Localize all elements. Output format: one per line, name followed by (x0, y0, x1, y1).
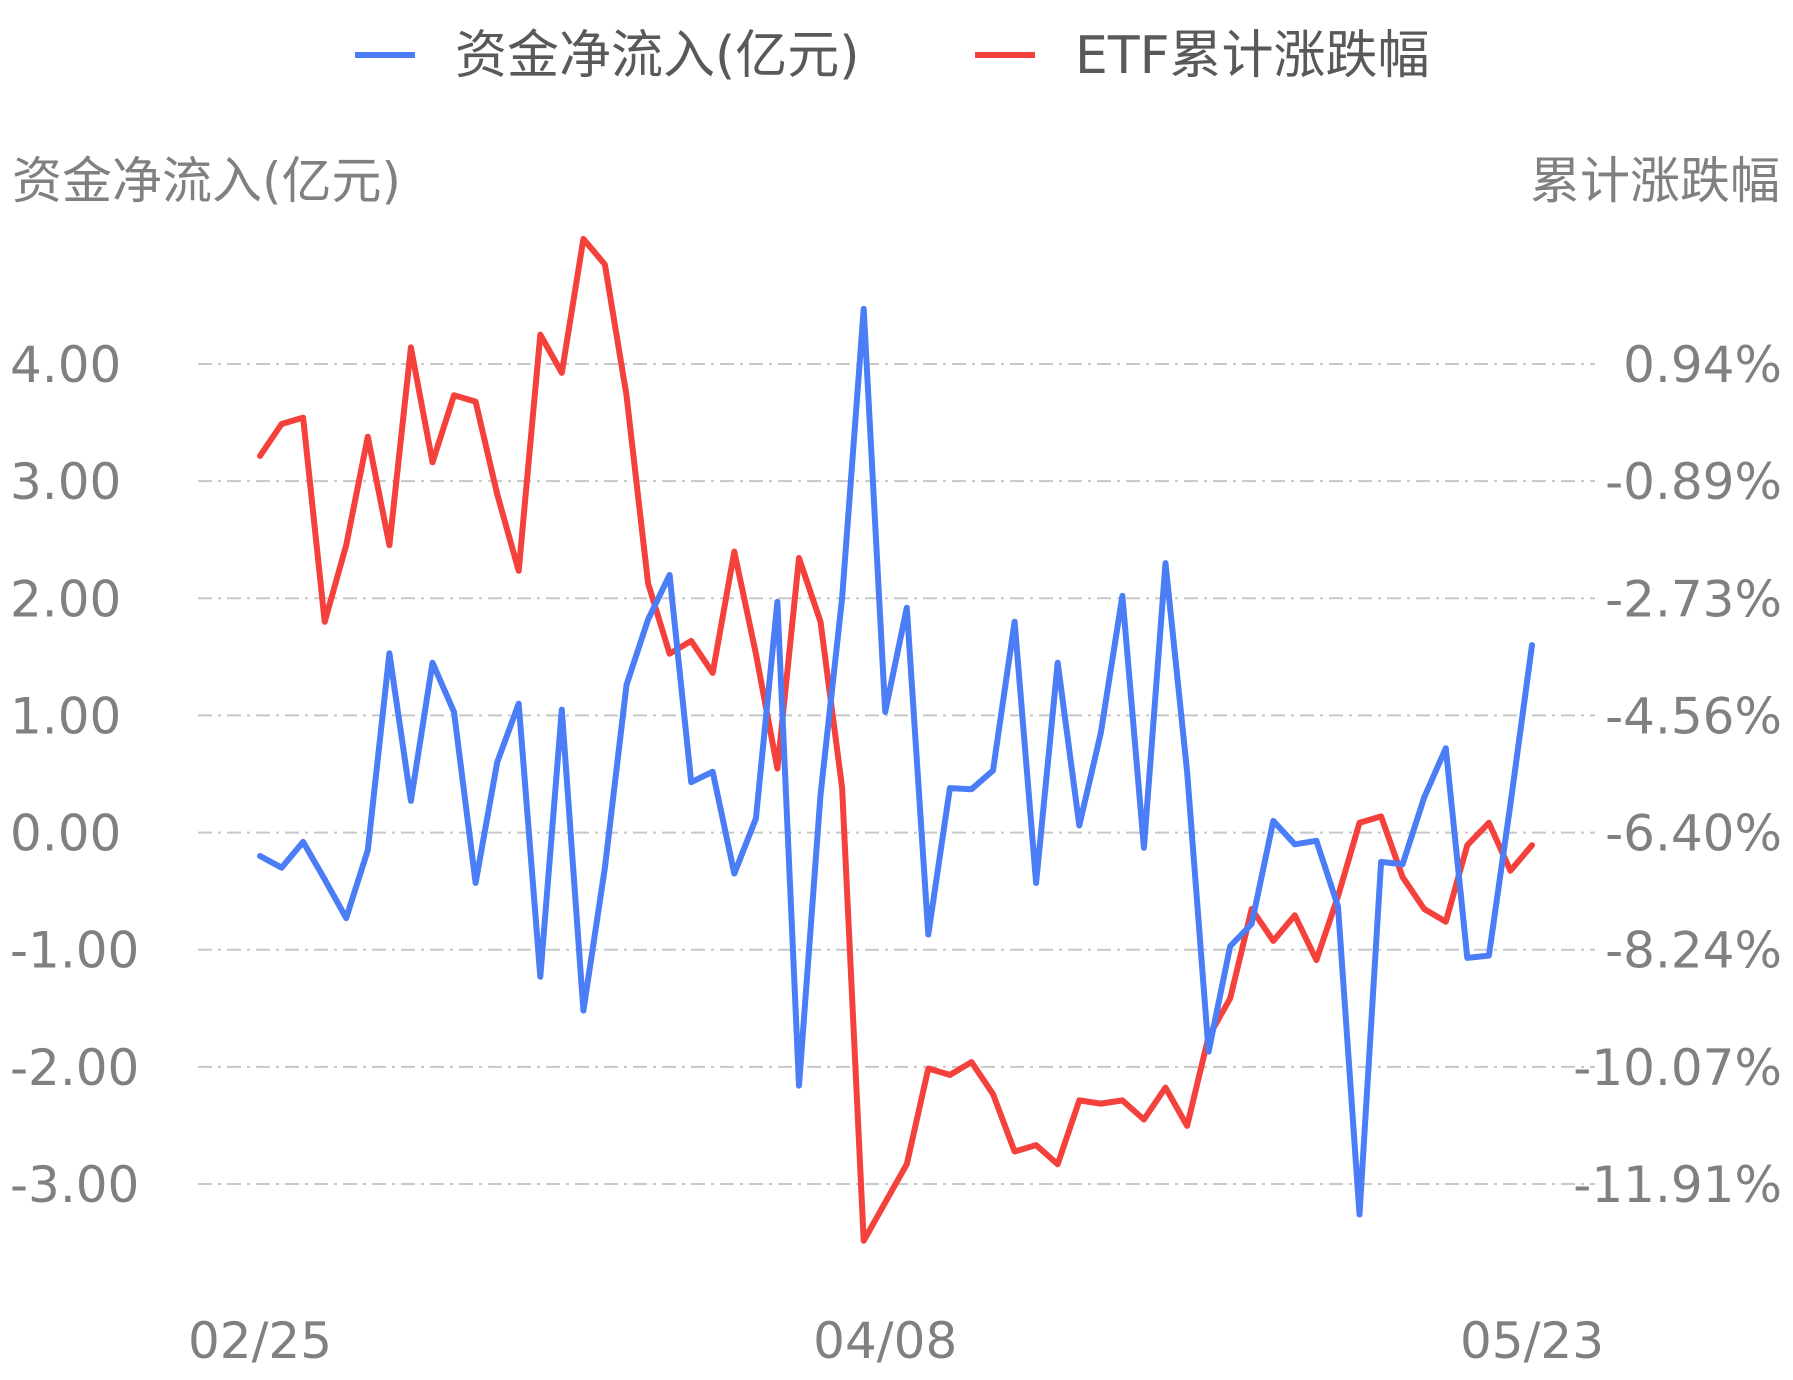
left-tick-label: -3.00 (10, 1156, 139, 1214)
left-tick-label: -1.00 (10, 922, 139, 980)
left-tick-label: 3.00 (10, 453, 121, 511)
right-tick-label: -2.73% (1605, 570, 1782, 628)
right-tick-label: -0.89% (1605, 453, 1782, 511)
x-axis-ticks: 02/25 04/08 05/23 (188, 1312, 1604, 1370)
right-tick-label: -8.24% (1605, 922, 1782, 980)
right-tick-label: 0.94% (1623, 336, 1782, 394)
legend-label-net-inflow: 资金净流入(亿元) (455, 26, 860, 86)
x-tick-label: 02/25 (188, 1312, 332, 1370)
right-axis-title: 累计涨跌幅 (1530, 152, 1780, 210)
left-axis-title: 资金净流入(亿元) (12, 152, 401, 210)
left-axis-ticks: 4.00 3.00 2.00 1.00 0.00 -1.00 -2.00 -3.00 (10, 336, 139, 1214)
left-tick-label: 1.00 (10, 687, 121, 745)
left-tick-label: -2.00 (10, 1039, 139, 1097)
series-line-net-inflow (257, 305, 1535, 1218)
right-tick-label: -11.91% (1573, 1156, 1782, 1214)
right-tick-label: -10.07% (1573, 1039, 1782, 1097)
x-tick-label: 05/23 (1460, 1312, 1604, 1370)
left-tick-label: 0.00 (10, 805, 121, 863)
legend-item-etf-change[interactable]: ETF累计涨跌幅 (975, 26, 1430, 86)
series (257, 235, 1535, 1244)
legend-item-net-inflow[interactable]: 资金净流入(亿元) (355, 26, 860, 86)
series-line-etf-change (257, 235, 1535, 1244)
legend-label-etf-change: ETF累计涨跌幅 (1075, 26, 1430, 86)
x-tick-label: 04/08 (813, 1312, 957, 1370)
left-tick-label: 4.00 (10, 336, 121, 394)
legend: 资金净流入(亿元) ETF累计涨跌幅 (355, 26, 1430, 86)
right-tick-label: -6.40% (1605, 805, 1782, 863)
right-axis-ticks: 0.94% -0.89% -2.73% -4.56% -6.40% -8.24% -10.0… (1573, 336, 1782, 1214)
right-tick-label: -4.56% (1605, 687, 1782, 745)
left-tick-label: 2.00 (10, 570, 121, 628)
